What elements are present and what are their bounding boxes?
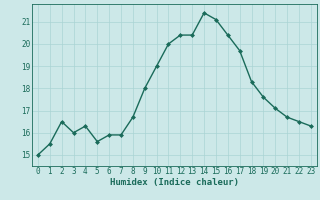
X-axis label: Humidex (Indice chaleur): Humidex (Indice chaleur) [110,178,239,187]
